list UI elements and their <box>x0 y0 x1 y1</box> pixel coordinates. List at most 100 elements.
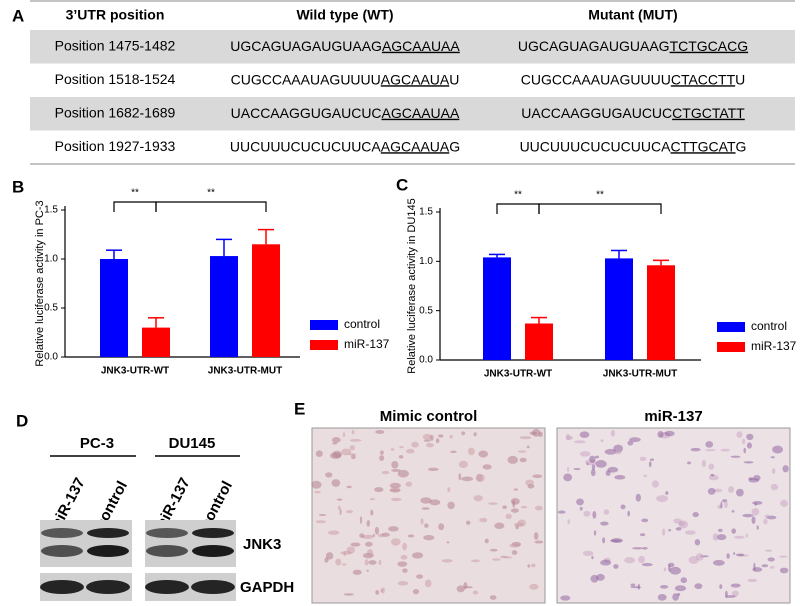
column-header: Wild type (WT) <box>296 7 393 23</box>
tissue-texture <box>778 555 788 558</box>
binding-site: AGCAAUA <box>381 71 450 87</box>
tissue-texture <box>456 585 465 593</box>
legend-label: control <box>751 319 787 333</box>
y-tick-label: 0.5 <box>419 305 433 316</box>
blot-band <box>41 545 83 557</box>
tissue-texture <box>420 518 424 525</box>
tissue-texture <box>731 528 736 534</box>
column-header: 3’UTR position <box>66 7 165 23</box>
blot-membrane <box>145 520 236 567</box>
sequence: UACCAAGGUGAUCUCAGCAAUAA <box>231 104 460 120</box>
sequence-part: UGCAGUAGAUGUAAG <box>230 37 382 53</box>
tissue-texture <box>770 456 775 459</box>
bar <box>525 323 553 360</box>
tissue-texture <box>637 583 640 590</box>
sequence: UGCAGUAGAUGUAAGTCTGCACG <box>518 37 748 53</box>
tissue-texture <box>632 547 643 550</box>
tissue-texture <box>641 518 649 523</box>
tissue-texture <box>397 469 409 478</box>
tissue-texture <box>507 455 518 464</box>
significance-label: ** <box>131 188 139 199</box>
panel-label: D <box>16 411 28 430</box>
legend-label: miR-137 <box>344 337 390 351</box>
y-tick-label: 0.0 <box>419 355 433 366</box>
tissue-texture <box>769 566 775 569</box>
tissue-texture <box>730 455 741 458</box>
tissue-texture <box>499 555 508 558</box>
tissue-texture <box>482 464 492 470</box>
tissue-texture <box>687 461 692 465</box>
tissue-texture <box>668 528 672 532</box>
tissue-texture <box>397 561 408 567</box>
tissue-texture <box>672 593 679 601</box>
tissue-texture <box>475 473 483 482</box>
tissue-texture <box>596 573 605 581</box>
tissue-texture <box>649 458 655 461</box>
tissue-texture <box>736 431 743 439</box>
tissue-texture <box>513 522 524 527</box>
blot-band <box>40 580 84 594</box>
tissue-texture <box>610 429 616 437</box>
tissue-texture <box>751 507 760 516</box>
sequence: CUGCCAAAUAGUUUUCTACCTTU <box>521 71 746 87</box>
tissue-texture <box>767 557 775 562</box>
tissue-texture <box>694 539 701 546</box>
tissue-texture <box>342 432 346 437</box>
tissue-texture <box>402 542 407 551</box>
tissue-texture <box>600 521 609 526</box>
binding-site: TCTGCACG <box>670 37 749 53</box>
column-header: Mutant (MUT) <box>588 7 677 23</box>
tissue-texture <box>753 562 756 571</box>
tissue-texture <box>345 510 354 514</box>
tissue-texture <box>332 450 342 458</box>
sequence-part: U <box>735 71 745 87</box>
tissue-texture <box>349 445 355 451</box>
legend-label: miR-137 <box>751 339 797 353</box>
tissue-texture <box>406 448 415 454</box>
tissue-texture <box>735 488 744 497</box>
tissue-texture <box>489 548 498 552</box>
sequence: UUCUUUCUCUCUUCAAGCAAUAG <box>230 138 460 154</box>
legend-swatch <box>310 320 338 330</box>
tissue-texture <box>369 498 376 501</box>
blot-band <box>41 528 83 538</box>
tissue-texture <box>705 441 714 448</box>
tissue-texture <box>534 540 544 544</box>
binding-site: AGCAAUA <box>381 138 450 154</box>
sequence: UGCAGUAGAUGUAAGAGCAAUAA <box>230 37 460 53</box>
x-tick-label: JNK3-UTR-WT <box>101 366 169 377</box>
position: Position 1682-1689 <box>55 104 176 120</box>
tissue-texture <box>446 541 450 544</box>
sequence: UACCAAGGUGAUCUCCTGCTATT <box>521 104 745 120</box>
tissue-texture <box>635 493 641 502</box>
y-tick-label: 1.5 <box>44 205 58 216</box>
tissue-texture <box>391 469 401 472</box>
tissue-texture <box>674 585 687 592</box>
tissue-texture <box>473 432 477 437</box>
tissue-texture <box>665 491 669 495</box>
sequence: UUCUUUCUCUCUUCACTTGCATG <box>520 138 747 154</box>
bar <box>100 259 128 357</box>
tissue-texture <box>782 465 789 473</box>
binding-site: AGCAAUAA <box>382 104 460 120</box>
tissue-texture <box>327 530 340 535</box>
tissue-texture <box>669 566 681 575</box>
tissue-texture <box>519 436 532 440</box>
tissue-texture <box>582 550 594 556</box>
tissue-texture <box>614 450 622 455</box>
tissue-texture <box>663 567 667 572</box>
tissue-texture <box>733 552 736 556</box>
tissue-texture <box>461 431 466 436</box>
tissue-texture <box>579 506 583 511</box>
tissue-texture <box>690 447 701 452</box>
panel-label: A <box>12 6 24 25</box>
tissue-texture <box>398 455 404 459</box>
tissue-texture <box>708 463 715 470</box>
tissue-texture <box>351 454 356 460</box>
tissue-texture <box>529 431 537 436</box>
tissue-texture <box>694 583 703 590</box>
tissue-texture <box>680 577 688 584</box>
tissue-texture <box>712 533 719 541</box>
tissue-texture <box>359 533 365 538</box>
